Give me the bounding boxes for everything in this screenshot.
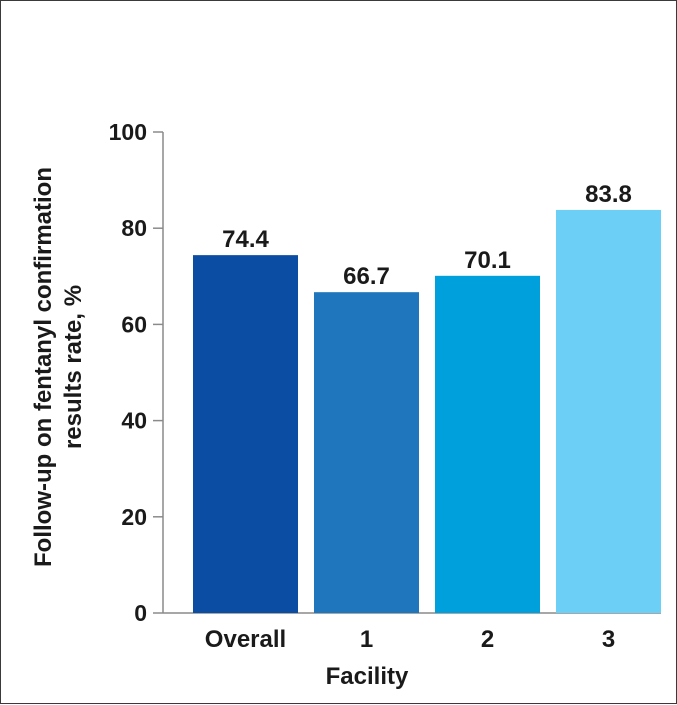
x-tick-label: 1 [360,626,373,653]
x-axis-title: Facility [326,663,409,690]
bar-facility-2 [435,275,540,613]
bar-facility-1 [314,292,419,613]
bar-value-label: 74.4 [222,226,269,253]
x-tick-label: Overall [205,626,286,653]
bar-value-label: 66.7 [343,263,390,290]
y-tick-label: 60 [121,311,147,337]
bar-facility-3 [556,209,661,613]
y-tick-label: 100 [109,119,147,145]
y-axis-title: Follow-up on fentanyl confirmation resul… [30,167,87,567]
bars [193,209,661,614]
labels: 74.4 Overall 66.7 1 70.1 2 83.8 3 [205,181,632,653]
bar-value-label: 83.8 [585,181,632,208]
y-tick-label: 0 [134,600,147,626]
x-tick-label: 2 [481,626,494,653]
y-axis-title-line-1: Follow-up on fentanyl confirmation [30,167,57,567]
y-tick-label: 40 [121,408,147,434]
y-tick-label: 20 [121,504,147,530]
y-tick-label: 80 [121,215,147,241]
x-tick-label: 3 [602,626,615,653]
y-axis-title-line-2: results rate, % [60,285,87,449]
bar-overall [193,255,298,614]
bar-value-label: 70.1 [464,247,511,274]
